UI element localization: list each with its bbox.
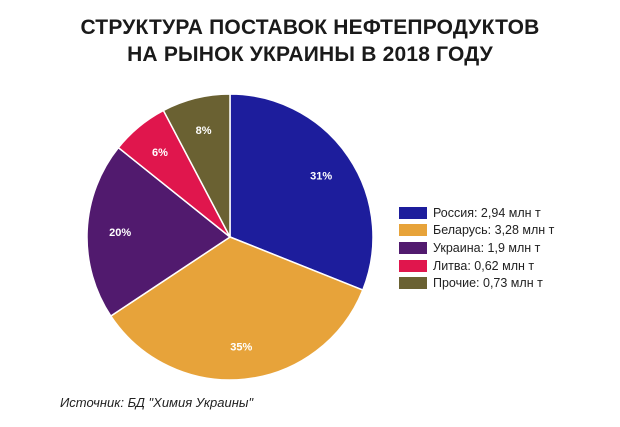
pie-slice-4 <box>162 93 231 238</box>
pie-percent-label-3: 6% <box>152 147 168 159</box>
pie-slice-2 <box>86 146 232 318</box>
legend-label-1: Беларусь: 3,28 млн т <box>433 223 555 238</box>
legend-swatch-2 <box>399 241 427 254</box>
legend-item-2: Украина: 1,9 млн т <box>399 239 554 257</box>
chart-title: СТРУКТУРА ПОСТАВОК НЕФТЕПРОДУКТОВ НА РЫН… <box>0 14 620 68</box>
pie-slice-0 <box>229 93 374 291</box>
pie-slices <box>86 93 374 381</box>
legend-item-4: Прочие: 0,73 млн т <box>399 274 554 292</box>
legend-label-0: Россия: 2,94 млн т <box>433 205 541 220</box>
title-line-1: СТРУКТУРА ПОСТАВОК НЕФТЕПРОДУКТОВ <box>80 16 540 39</box>
pie-percent-labels: 31% 35% 20% 6% 8% <box>109 125 332 353</box>
pie-slice-1 <box>109 236 364 381</box>
pie-percent-label-4: 8% <box>196 125 212 137</box>
legend-swatch-1 <box>399 224 427 237</box>
pie-percent-label-2: 20% <box>109 227 131 239</box>
legend-label-4: Прочие: 0,73 млн т <box>433 276 543 291</box>
legend-label-2: Украина: 1,9 млн т <box>433 240 541 255</box>
chart-legend: Россия: 2,94 млн т Беларусь: 3,28 млн т Ук… <box>399 204 554 292</box>
pie-percent-label-0: 31% <box>310 170 332 182</box>
pie-percent-label-1: 35% <box>230 341 252 353</box>
legend-swatch-0 <box>399 206 427 219</box>
legend-swatch-4 <box>399 277 427 290</box>
legend-item-0: Россия: 2,94 млн т <box>399 204 554 222</box>
legend-swatch-3 <box>399 259 427 272</box>
title-line-2: НА РЫНОК УКРАИНЫ В 2018 ГОДУ <box>127 43 493 66</box>
source-note: Источник: БД "Химия Украины" <box>60 395 254 410</box>
legend-item-1: Беларусь: 3,28 млн т <box>399 222 554 240</box>
legend-label-3: Литва: 0,62 млн т <box>433 258 535 273</box>
legend-item-3: Литва: 0,62 млн т <box>399 257 554 275</box>
